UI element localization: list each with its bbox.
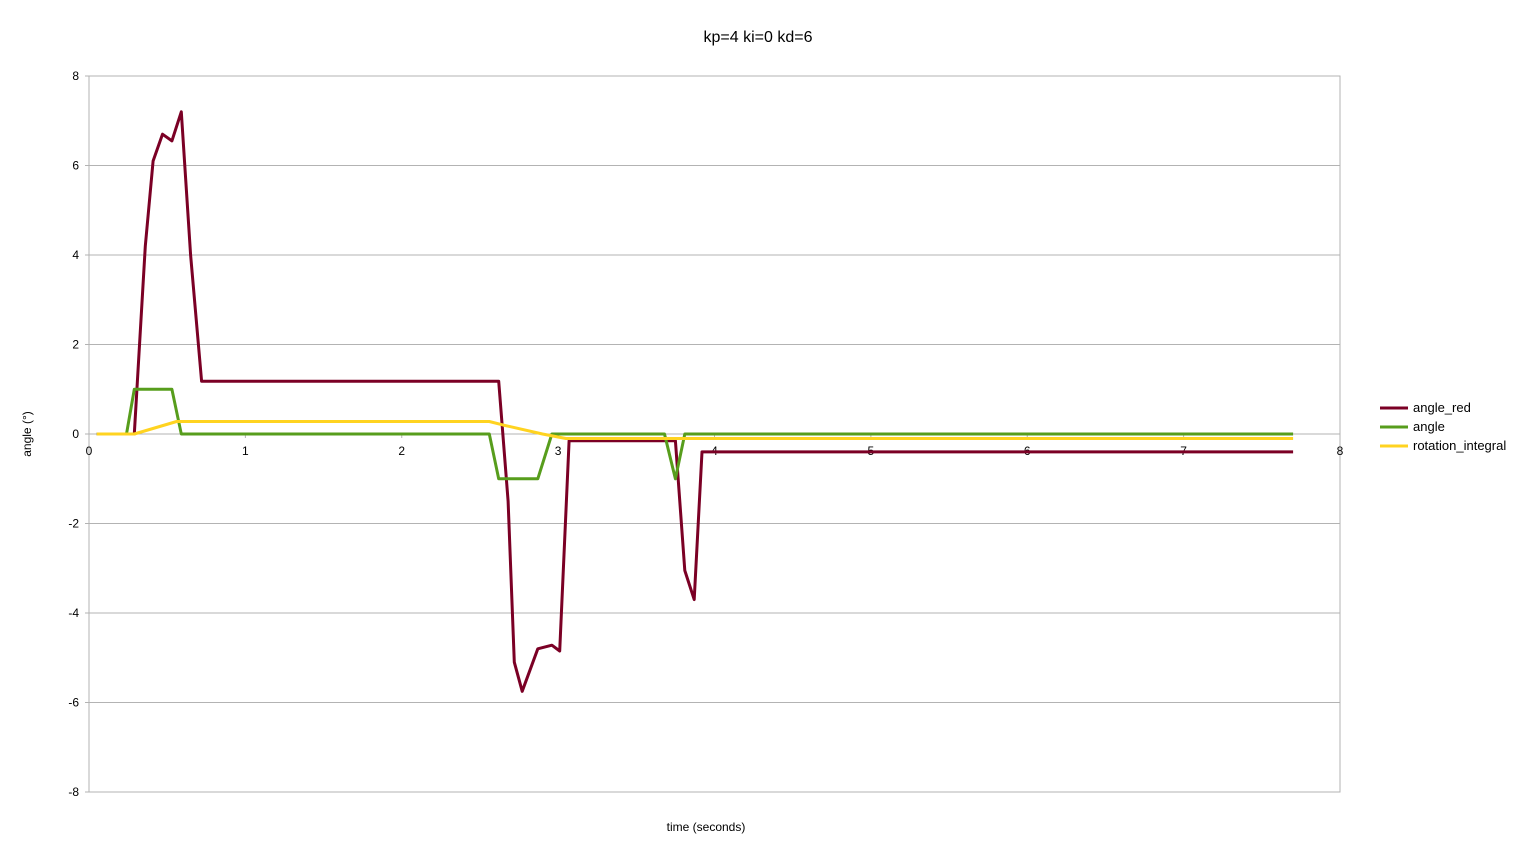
- legend-label-angle-red: angle_red: [1413, 400, 1471, 415]
- series-line-rotation-integral: [96, 420, 1294, 440]
- x-tick-label: 3: [555, 444, 562, 458]
- x-axis-label: time (seconds): [667, 820, 746, 834]
- legend-label-angle: angle: [1413, 419, 1445, 434]
- y-axis-ticks: -8 -6 -4 -2 0 2 4 6 8: [68, 69, 79, 799]
- legend-label-rotation-integral: rotation_integral: [1413, 438, 1506, 453]
- x-tick-label: 0: [86, 444, 93, 458]
- chart-title: kp=4 ki=0 kd=6: [704, 29, 813, 46]
- y-tick-label: 0: [72, 427, 79, 441]
- x-tick-label: 2: [398, 444, 405, 458]
- y-tick-label: -8: [68, 785, 79, 799]
- x-tick-label: 1: [242, 444, 249, 458]
- y-tick-label: -4: [68, 606, 79, 620]
- y-tick-label: -6: [68, 696, 79, 710]
- series-line-angle-red: [96, 110, 1294, 693]
- y-tick-label: 2: [72, 338, 79, 352]
- y-axis-label: angle (°): [20, 411, 34, 457]
- y-tick-label: 6: [72, 159, 79, 173]
- y-tick-label: 8: [72, 69, 79, 83]
- x-tick-label: 8: [1337, 444, 1344, 458]
- series-lines: [96, 110, 1294, 693]
- y-tick-label: 4: [72, 248, 79, 262]
- series-line-angle: [96, 387, 1294, 481]
- y-tick-label: -2: [68, 517, 79, 531]
